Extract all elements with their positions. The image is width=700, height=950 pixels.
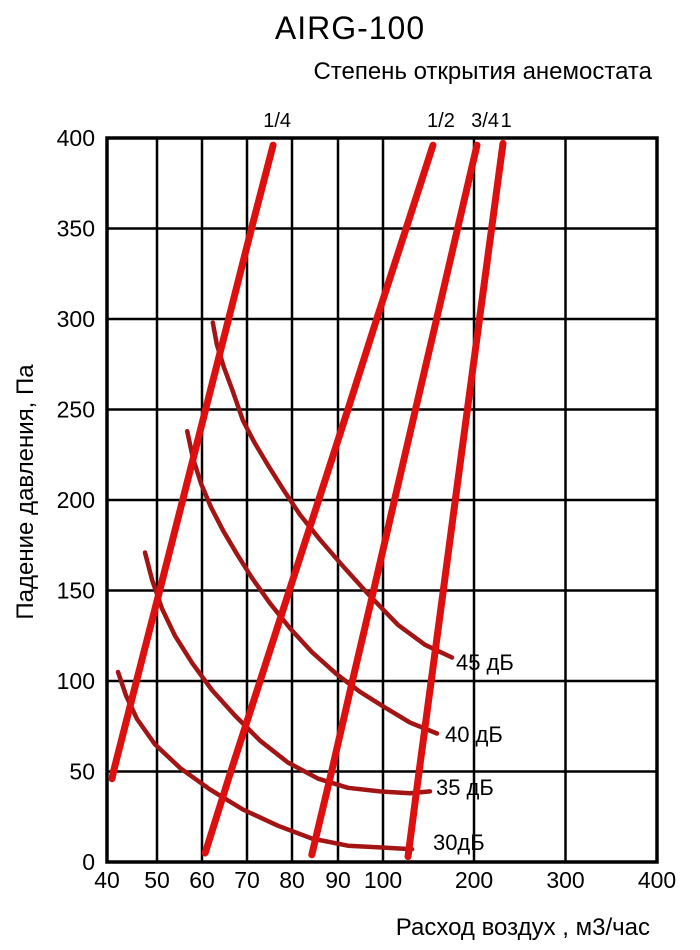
y-tick-100: 100 xyxy=(57,668,95,694)
y-tick-0: 0 xyxy=(82,849,95,875)
y-tick-150: 150 xyxy=(57,578,95,604)
y-tick-350: 350 xyxy=(57,216,95,242)
opening-line-1 xyxy=(404,139,507,861)
x-tick-50: 50 xyxy=(144,867,170,893)
opening-line-3/4 xyxy=(308,141,481,859)
chart-title: AIRG-100 xyxy=(274,10,426,46)
x-tick-80: 80 xyxy=(279,867,305,893)
opening-label-3/4: 3/4 xyxy=(471,110,499,132)
opening-label-1/4: 1/4 xyxy=(263,110,291,132)
y-axis-title: Падение давления, Па xyxy=(12,364,39,620)
x-tick-200: 200 xyxy=(455,867,493,893)
y-tick-50: 50 xyxy=(69,759,95,785)
chart-subtitle: Степень открытия анемостата xyxy=(313,58,652,85)
noise-label-40 дБ: 40 дБ xyxy=(445,722,503,747)
noise-curve-40 дБ xyxy=(184,428,440,736)
x-tick-90: 90 xyxy=(325,867,351,893)
x-tick-70: 70 xyxy=(234,867,260,893)
x-tick-60: 60 xyxy=(189,867,215,893)
noise-label-45 дБ: 45 дБ xyxy=(456,650,514,675)
noise-curve-45 дБ xyxy=(210,320,455,660)
x-tick-100: 100 xyxy=(364,867,402,893)
opening-line-1/4 xyxy=(108,141,277,783)
x-tick-400: 400 xyxy=(638,867,676,893)
opening-line-1/2 xyxy=(201,141,437,857)
noise-label-30дБ: 30дБ xyxy=(433,830,485,855)
x-tick-40: 40 xyxy=(94,867,120,893)
opening-label-1/2: 1/2 xyxy=(427,110,455,132)
y-tick-400: 400 xyxy=(57,125,95,151)
noise-curve-30дБ xyxy=(115,669,415,852)
noise-label-35 дБ: 35 дБ xyxy=(436,775,494,800)
x-tick-300: 300 xyxy=(546,867,584,893)
x-axis-title: Расход воздух , м3/час xyxy=(395,914,650,941)
opening-label-1: 1 xyxy=(501,110,512,132)
plot-frame xyxy=(105,136,659,864)
y-tick-200: 200 xyxy=(57,487,95,513)
y-tick-250: 250 xyxy=(57,397,95,423)
y-tick-300: 300 xyxy=(57,306,95,332)
